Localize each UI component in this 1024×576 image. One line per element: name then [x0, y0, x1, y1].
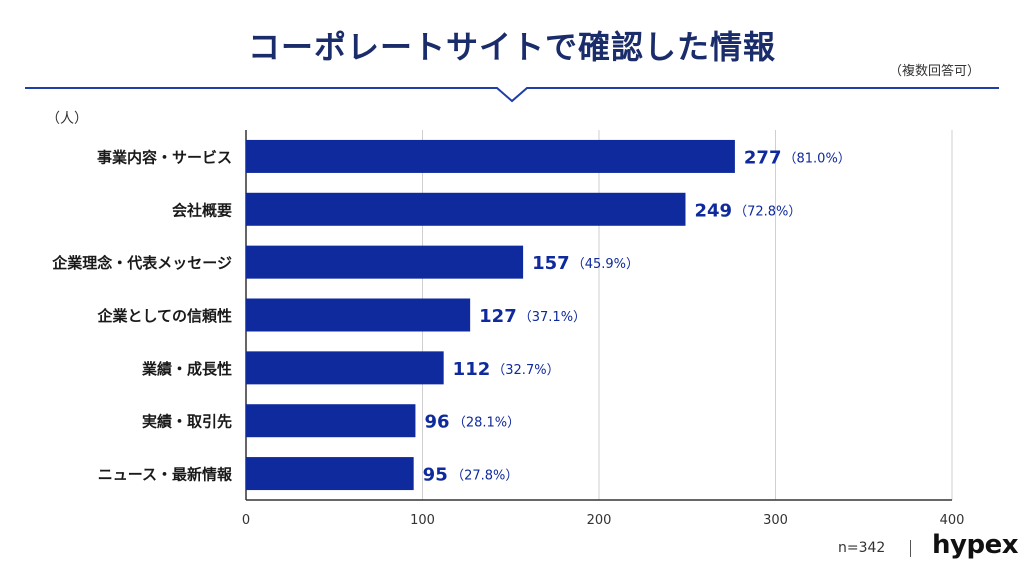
bar	[246, 192, 686, 226]
page-title: コーポレートサイトで確認した情報	[247, 28, 776, 66]
category-label: 企業理念・代表メッセージ	[51, 254, 232, 272]
percent-label: （28.1%）	[453, 416, 520, 431]
x-tick-label: 300	[763, 513, 788, 528]
percent-label: （81.0%）	[784, 151, 851, 166]
category-label: 実績・取引先	[142, 413, 232, 431]
bar	[246, 298, 471, 332]
unit-label: （人）	[46, 111, 88, 127]
category-label: 業績・成長性	[141, 360, 232, 378]
value-label: 157	[532, 253, 570, 274]
value-label: 277	[744, 147, 782, 168]
percent-label: （72.8%）	[734, 204, 801, 219]
category-label: 企業としての信頼性	[96, 307, 232, 325]
bar	[246, 139, 735, 173]
value-label: 127	[479, 306, 517, 327]
category-label: 会社概要	[172, 201, 232, 219]
percent-label: （27.8%）	[451, 469, 518, 484]
x-tick-label: 400	[940, 513, 965, 528]
x-tick-label: 100	[410, 513, 435, 528]
x-tick-label: 200	[587, 513, 612, 528]
bar	[246, 457, 414, 491]
sample-size-label: n=342	[838, 540, 886, 556]
footer-separator	[910, 540, 911, 557]
header-divider	[25, 87, 999, 103]
brand-logo: hypex	[932, 530, 1018, 560]
value-label: 96	[424, 412, 449, 433]
bar	[246, 351, 444, 385]
category-label: 事業内容・サービス	[97, 148, 232, 166]
percent-label: （37.1%）	[519, 310, 586, 325]
value-label: 112	[453, 359, 491, 380]
percent-label: （45.9%）	[572, 257, 639, 272]
x-tick-label: 0	[242, 513, 250, 528]
category-label: ニュース・最新情報	[98, 466, 233, 484]
bar	[246, 245, 524, 279]
percent-label: （32.7%）	[492, 363, 559, 378]
value-label: 95	[423, 465, 448, 486]
multiple-answers-note: （複数回答可）	[888, 64, 980, 79]
bar	[246, 404, 416, 438]
value-label: 249	[694, 200, 732, 221]
